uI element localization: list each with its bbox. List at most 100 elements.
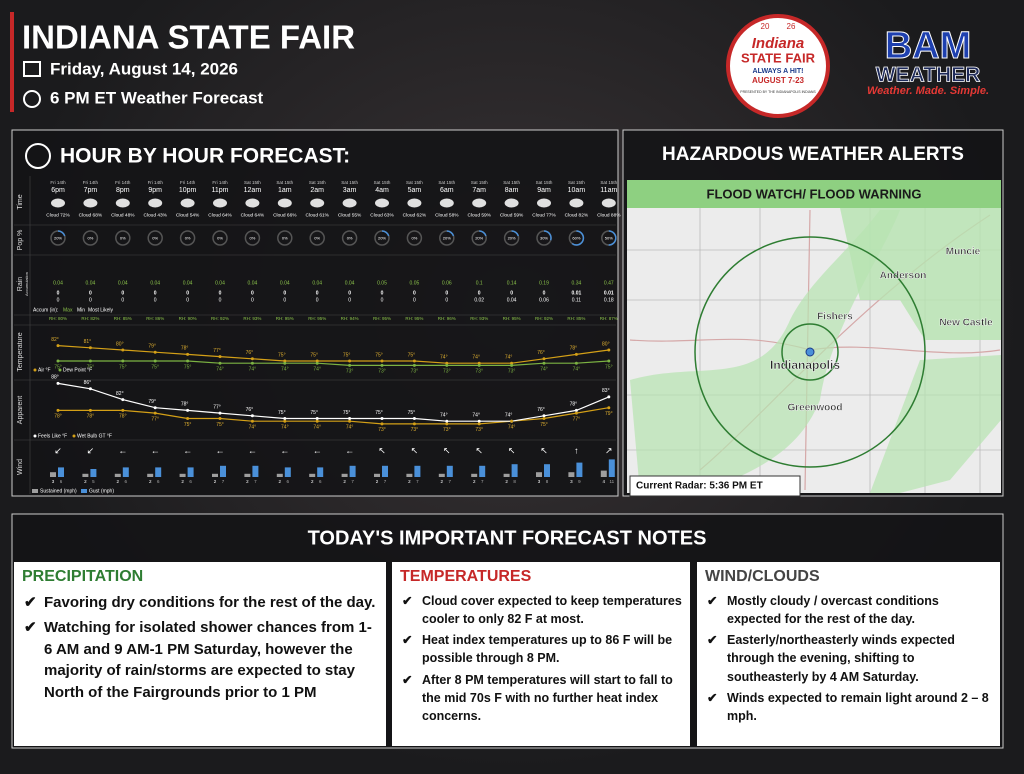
air-temp-point (56, 344, 60, 348)
wet-bulb-point (607, 406, 611, 410)
cell-text: 0.14 (507, 280, 517, 286)
note-box: WIND/CLOUDS Mostly cloudy / overcast cond… (697, 562, 1000, 746)
cell-text: 0 (348, 290, 351, 296)
cell-text: 88° (51, 375, 59, 381)
cell-text: 73° (411, 369, 419, 375)
wind-arrow: ← (151, 445, 160, 455)
cell-text: RH: 87% (600, 316, 618, 321)
wind-arrow: ← (345, 445, 354, 455)
legend-swatch (81, 489, 87, 493)
cell-text: 0 (283, 297, 286, 303)
pop-ring (212, 230, 228, 246)
cell-text: 75° (278, 352, 286, 358)
cell-text: 10pm (179, 187, 197, 194)
feels_like-line (57, 382, 610, 422)
cell-text: 75° (310, 352, 318, 358)
air-temp-point (315, 359, 319, 363)
hourly-title: HOUR BY HOUR FORECAST: (60, 145, 350, 168)
cell-text: 75° (375, 410, 383, 416)
feels-like-point (412, 417, 416, 420)
cell-text: 0 (510, 290, 513, 296)
pop-ring (179, 230, 196, 246)
pop-arc (471, 230, 487, 246)
cell-text: 78° (54, 414, 62, 420)
cell-text: 78° (181, 346, 189, 352)
cell-text: Sat 15th (568, 180, 585, 185)
city-label: New Castle (939, 318, 993, 329)
cell-text: 0.04 (215, 280, 225, 286)
air-temp-point (250, 357, 254, 361)
cell-text: 75° (184, 422, 192, 428)
cell-text: 77° (573, 416, 581, 422)
wind-gust-bar (187, 467, 194, 477)
radar-ring (781, 323, 839, 381)
city-label: Muncie (946, 247, 981, 258)
time: 6 PM ET Weather Forecast (50, 88, 264, 107)
cell-text: 3 (52, 479, 55, 484)
title: INDIANA STATE FAIR (22, 19, 355, 56)
weather-icon (245, 198, 260, 208)
city-label: Indianapolis (770, 358, 840, 372)
legend-text: Max (63, 307, 73, 313)
legend-text: Dew Point °F (63, 367, 92, 373)
cell-text: 74° (249, 425, 257, 431)
cell-text: 0 (348, 297, 351, 303)
cell-text: 6pm (51, 187, 65, 194)
weather-icon (83, 198, 98, 208)
cell-text: 0 (219, 290, 222, 296)
cell-text: 8 (513, 479, 516, 484)
cell-text: Cloud 58% (435, 212, 459, 218)
cell-text: 75° (605, 364, 613, 370)
cell-text: 2 (441, 479, 444, 484)
dew-point-point (121, 359, 125, 363)
cell-text: 20% (443, 236, 451, 241)
cell-text: 2 (84, 479, 87, 484)
alerts-title: HAZARDOUS WEATHER ALERTS (662, 144, 964, 165)
cell-text: 82° (116, 391, 124, 397)
dew-point-point (542, 361, 546, 365)
cell-text: 7 (351, 479, 354, 484)
cell-text: 74° (346, 425, 354, 431)
cell-text: 0 (57, 297, 60, 303)
wet-bulb-point (315, 419, 319, 423)
cell-text: 73° (475, 427, 483, 433)
cell-text: 81° (84, 339, 92, 345)
cell-text: Cloud 88% (597, 212, 621, 218)
cell-text: 73° (508, 369, 516, 375)
cell-text: 7 (222, 479, 225, 484)
cell-text: 2am (310, 187, 324, 194)
wind-sustained-bar (406, 473, 413, 477)
cell-text: 1am (278, 187, 292, 194)
cell-text: 78° (87, 414, 95, 420)
dew-point-point (348, 363, 352, 367)
wind-arrow: ↖ (508, 445, 516, 455)
dew-point-point (186, 359, 190, 363)
cell-text: 0% (120, 236, 126, 241)
cell-text: 75° (343, 352, 351, 358)
cell-text: 20% (378, 236, 386, 241)
wet-bulb-point (88, 408, 92, 412)
note-list: Cloud cover expected to keep temperature… (400, 592, 682, 725)
wind-sustained-bar (179, 473, 186, 477)
wind-arrow: ← (183, 445, 192, 455)
dew-point-point (510, 363, 514, 367)
cell-text: 6am (440, 187, 454, 194)
cell-text: 0 (381, 290, 384, 296)
cell-text: 7 (254, 479, 257, 484)
cell-text: 0 (543, 290, 546, 296)
wind-sustained-bar (341, 473, 348, 477)
cell-text: RH: 95% (276, 316, 294, 321)
cell-text: 75° (343, 410, 351, 416)
wet-bulb-point (121, 408, 125, 412)
cell-text: 0 (154, 297, 157, 303)
cell-text: Cloud 43% (143, 212, 167, 218)
pop-ring (341, 230, 358, 246)
cell-text: 0.06 (539, 297, 549, 303)
dew-point-point (218, 361, 222, 365)
wind-arrow: ↖ (540, 445, 548, 455)
cell-text: Fri 14th (212, 180, 228, 185)
flood-area (630, 210, 900, 493)
note-bullet: Watching for isolated shower chances fro… (22, 617, 378, 704)
cell-text: 75° (119, 364, 127, 370)
cell-text: 74° (440, 355, 448, 361)
